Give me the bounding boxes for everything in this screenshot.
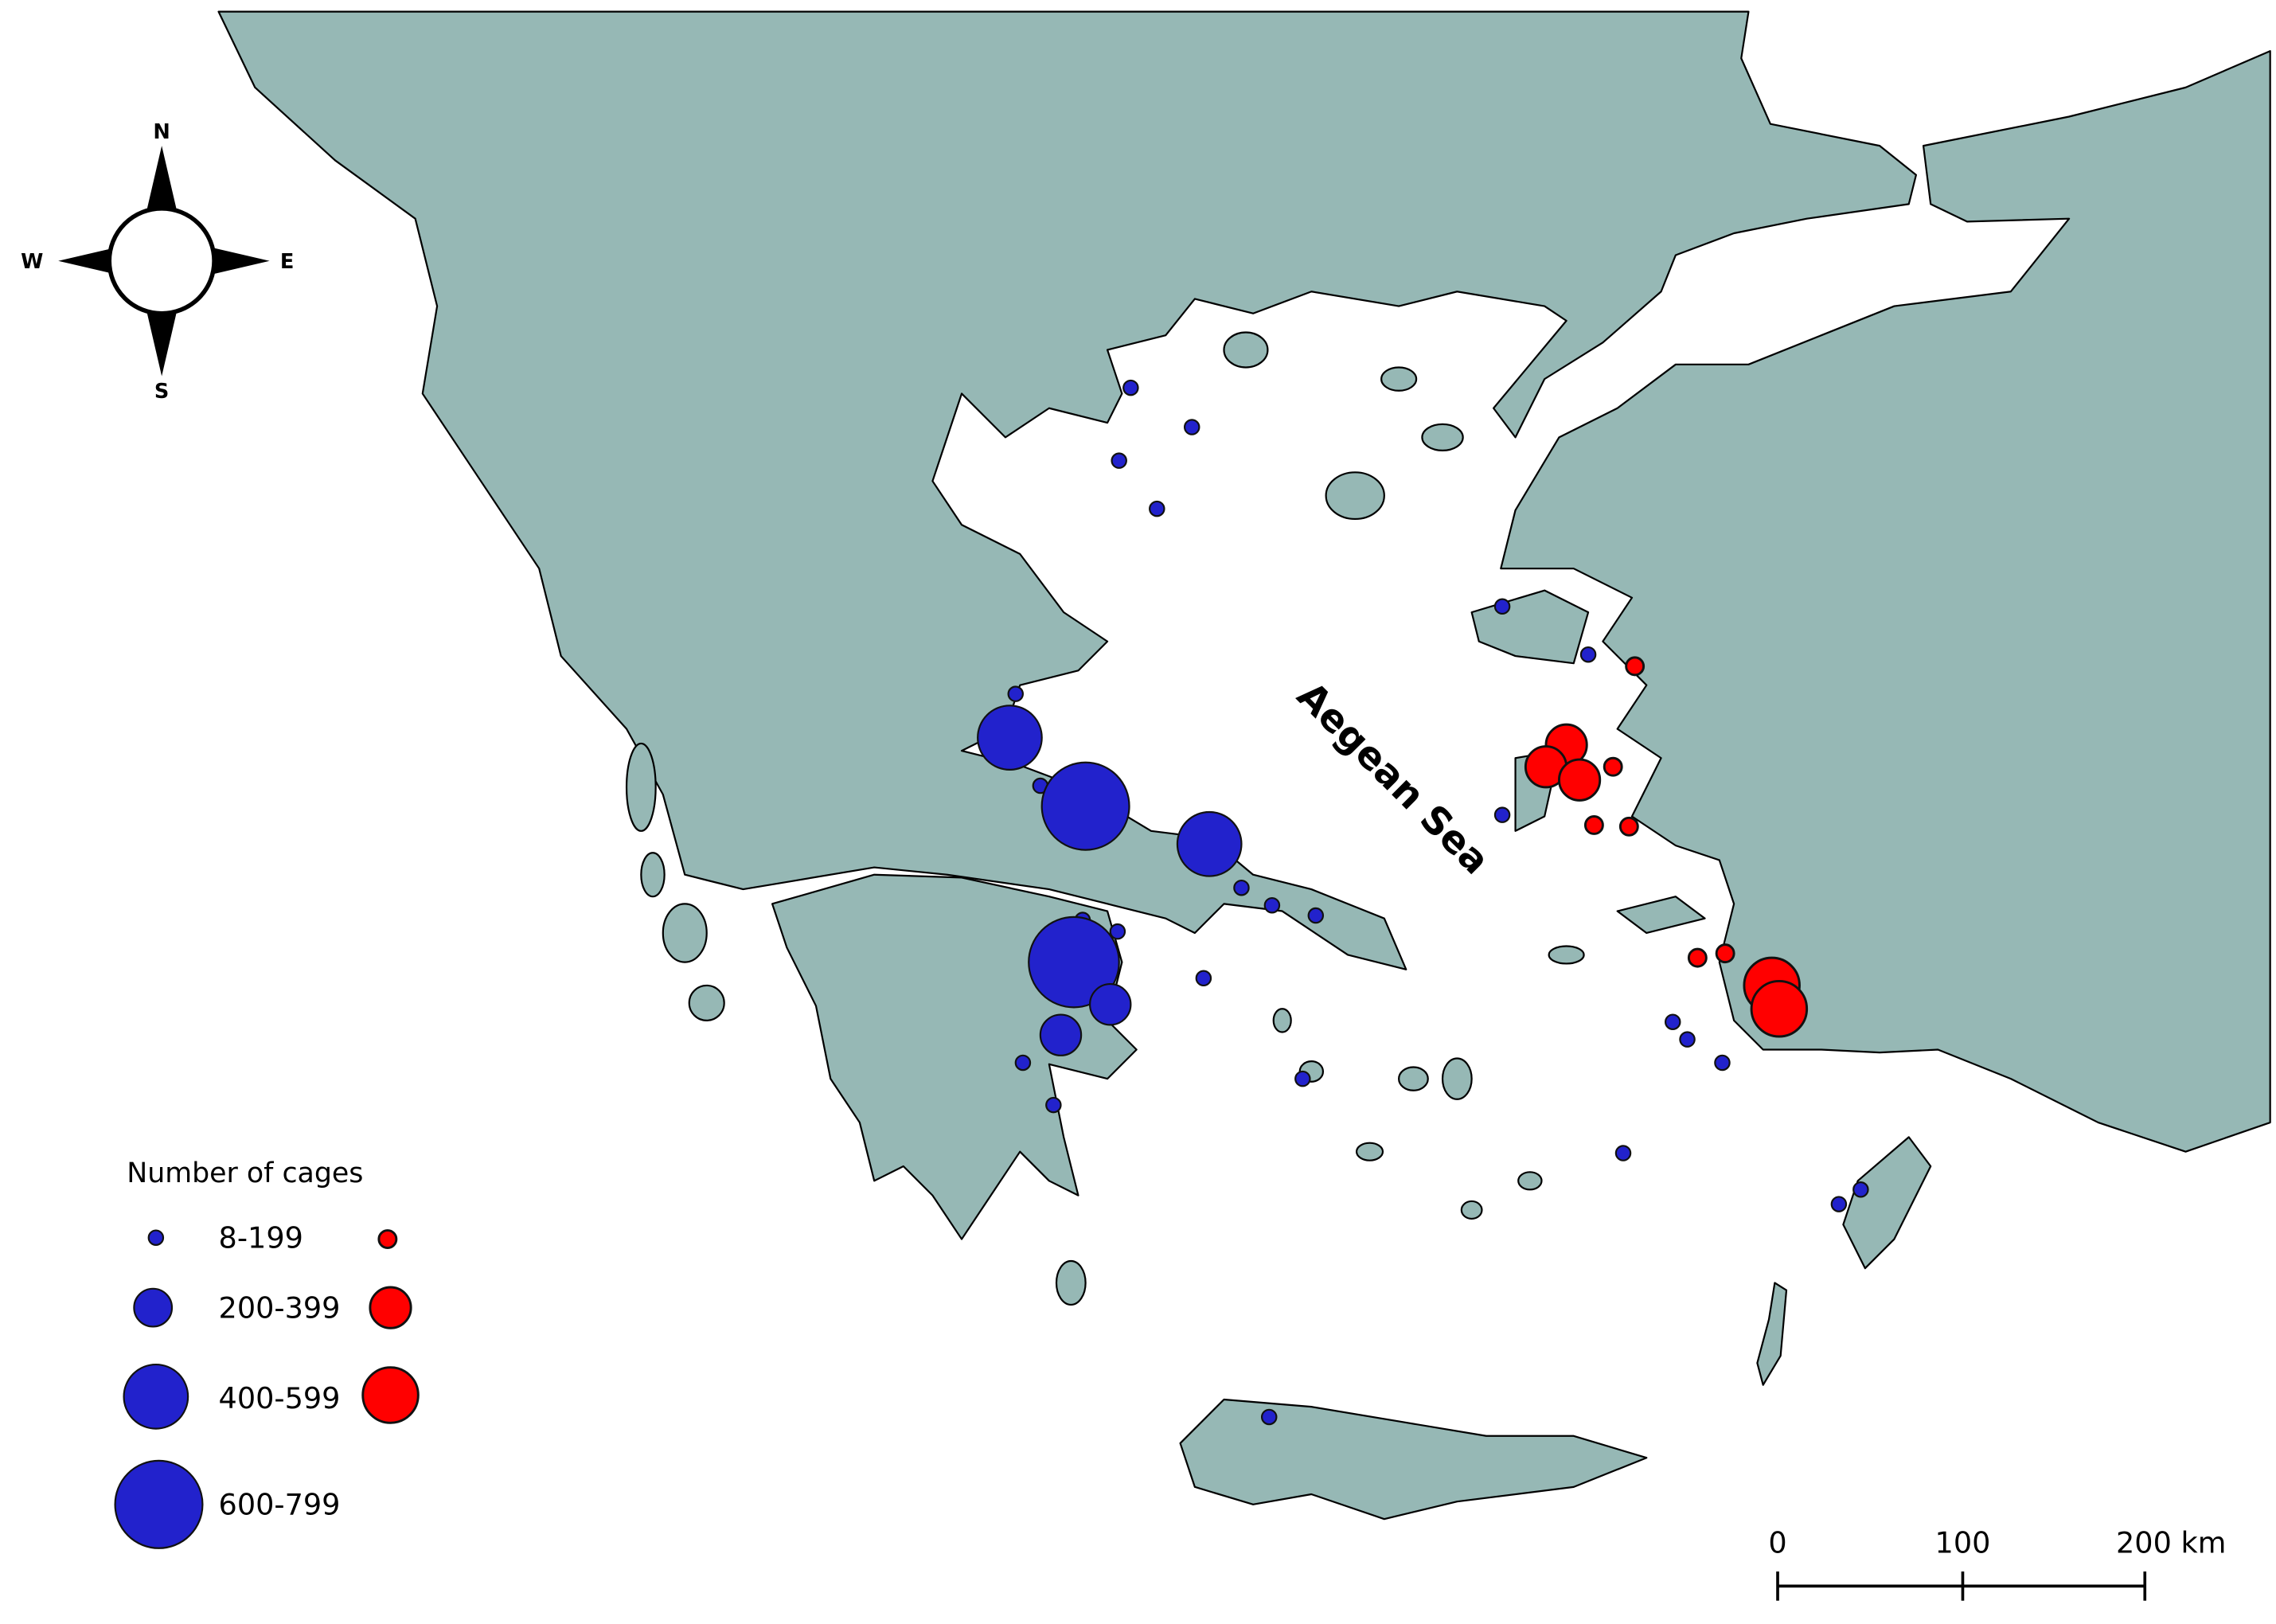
- legend-symbol: [147, 1229, 165, 1246]
- farm-small: [1493, 806, 1511, 823]
- legend-symbol: [114, 1459, 204, 1549]
- farm-red: [1558, 758, 1602, 802]
- farm-small: [1493, 598, 1511, 615]
- scale-label: 200 km: [2116, 1525, 2226, 1560]
- farm-small: [1014, 1054, 1032, 1072]
- farm-red: [1583, 815, 1604, 835]
- compass-west: W: [21, 250, 43, 274]
- farm-small: [1122, 379, 1139, 396]
- farm-small: [1830, 1196, 1848, 1212]
- farm-small: [1183, 419, 1200, 435]
- scale-label: 0: [1768, 1525, 1786, 1560]
- scale-label: 100: [1935, 1525, 1991, 1560]
- farm-small: [1233, 879, 1250, 896]
- island: [1398, 1066, 1429, 1091]
- land: [217, 10, 2271, 1521]
- farm-red: [1750, 979, 1809, 1038]
- island: [1441, 1057, 1473, 1100]
- island: [640, 852, 666, 898]
- farm-large: [1039, 1013, 1083, 1056]
- farm-small: [1294, 1070, 1311, 1087]
- compass-arrow: [206, 246, 270, 276]
- fish-farms: [977, 379, 1869, 1426]
- anatolia: [1500, 49, 2271, 1153]
- compass-arrow: [58, 246, 121, 276]
- crete: [1179, 1398, 1648, 1521]
- farm-small: [1045, 1096, 1062, 1114]
- farm-large: [977, 705, 1243, 1056]
- island: [662, 903, 708, 963]
- legend-class: 200-399: [219, 1290, 341, 1325]
- legend-symbol: [123, 1363, 189, 1430]
- farm-red: [1715, 943, 1735, 964]
- farm-small: [1007, 379, 1869, 1426]
- island: [1355, 1142, 1384, 1161]
- europe-mainland: [217, 10, 1918, 970]
- farm-large: [1176, 810, 1243, 877]
- farm-red: [1687, 947, 1708, 968]
- farm-large: [1040, 761, 1130, 851]
- farm-red: [1524, 656, 1809, 1038]
- island: [1055, 1259, 1087, 1306]
- island: [1223, 331, 1269, 369]
- legend-title: Number of cages: [127, 1157, 363, 1189]
- farm-small: [1852, 1181, 1869, 1198]
- compass-south: S: [154, 380, 169, 404]
- island: [1548, 945, 1585, 965]
- legend-symbol: [377, 1229, 398, 1250]
- rhodes: [1842, 1136, 1932, 1270]
- farm-small: [1111, 452, 1127, 469]
- compass-arrow: [146, 146, 177, 209]
- legend-class: 8-199: [219, 1221, 303, 1255]
- island: [1380, 366, 1418, 392]
- legend-symbol: [369, 1286, 412, 1329]
- island: [1272, 1008, 1292, 1033]
- farm-small: [1007, 685, 1025, 702]
- farm-large: [1028, 915, 1120, 1009]
- scale-bar: 0 100 200 km: [1768, 1525, 2226, 1601]
- island: [688, 984, 725, 1021]
- island: [1517, 1171, 1543, 1191]
- island: [1421, 423, 1464, 451]
- compass: N S W E: [21, 120, 294, 404]
- farm-red: [1618, 816, 1639, 837]
- farm-large: [977, 705, 1043, 771]
- legend: Number of cages 8-199 200-399 400-599 60…: [114, 1157, 420, 1549]
- farm-small: [1260, 1408, 1278, 1426]
- compass-north: N: [153, 120, 170, 144]
- legend-class: 600-799: [219, 1488, 341, 1522]
- farm-red: [1603, 756, 1623, 777]
- legend-symbol: [133, 1287, 174, 1328]
- island: [625, 742, 657, 832]
- farm-red: [1625, 656, 1646, 677]
- farm-small: [1195, 970, 1212, 987]
- farm-small: [1679, 1031, 1696, 1048]
- farm-small: [1263, 896, 1281, 914]
- farm-small: [1664, 1013, 1681, 1030]
- legend-symbol: [361, 1366, 420, 1424]
- farm-small: [1109, 923, 1126, 940]
- farm-large: [1089, 982, 1132, 1026]
- legend-class: 400-599: [219, 1381, 341, 1415]
- farm-small: [1614, 1145, 1632, 1161]
- samos: [1616, 896, 1706, 935]
- island: [1325, 471, 1385, 521]
- farm-small: [1714, 1054, 1731, 1072]
- compass-circle: [107, 206, 217, 316]
- farm-small: [1149, 500, 1165, 517]
- farm-small: [1579, 646, 1597, 663]
- farm-small: [1307, 907, 1325, 924]
- karpathos: [1756, 1282, 1788, 1386]
- compass-arrow: [146, 313, 177, 377]
- compass-east: E: [280, 250, 295, 274]
- island: [1460, 1200, 1483, 1220]
